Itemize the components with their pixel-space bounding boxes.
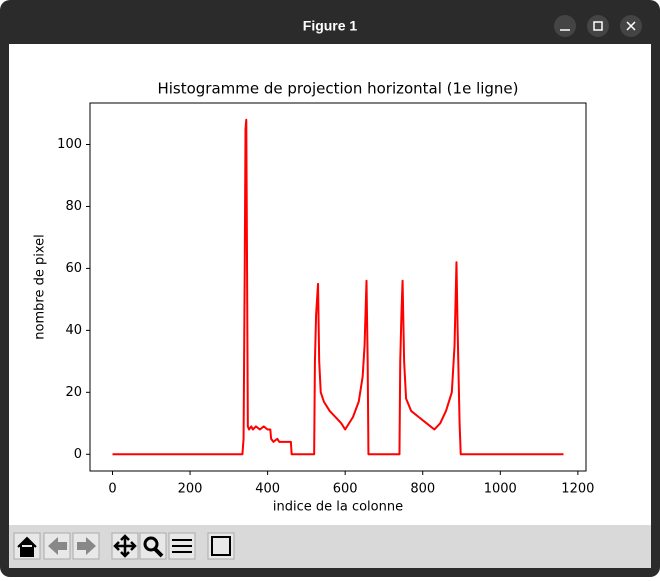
y-tick-label: 0 bbox=[74, 447, 82, 462]
close-icon bbox=[626, 21, 636, 31]
chart-title: Histogramme de projection horizontal (1e… bbox=[157, 80, 518, 98]
minimize-button[interactable] bbox=[554, 15, 576, 37]
maximize-icon bbox=[593, 21, 603, 31]
back-icon bbox=[48, 537, 67, 555]
x-tick-label: 1000 bbox=[484, 482, 517, 497]
x-tick-label: 0 bbox=[108, 482, 116, 497]
window-controls[interactable] bbox=[554, 15, 642, 37]
configure-icon bbox=[172, 539, 192, 553]
y-tick-label: 80 bbox=[65, 199, 82, 214]
x-axis-label: indice de la colonne bbox=[273, 500, 403, 515]
zoom-handle bbox=[153, 547, 164, 558]
save-icon bbox=[211, 536, 231, 556]
y-tick-label: 20 bbox=[65, 385, 82, 400]
y-tick-label: 60 bbox=[65, 261, 82, 276]
zoom-icon bbox=[143, 536, 159, 552]
window-title: Figure 1 bbox=[303, 18, 358, 34]
home-icon bbox=[17, 536, 37, 557]
plot-area bbox=[89, 102, 587, 472]
x-tick-label: 1200 bbox=[561, 482, 594, 497]
x-tick-label: 400 bbox=[255, 482, 280, 497]
x-tick-label: 800 bbox=[410, 482, 435, 497]
x-tick-label: 600 bbox=[333, 482, 358, 497]
y-axis-label: nombre de pixel bbox=[33, 234, 48, 339]
data-line bbox=[112, 118, 564, 456]
x-tick-label: 200 bbox=[178, 482, 203, 497]
y-tick-label: 40 bbox=[65, 323, 82, 338]
toolbar-buttons bbox=[13, 532, 235, 560]
y-tick-label: 100 bbox=[57, 137, 82, 152]
forward-icon bbox=[77, 537, 96, 555]
pan-icon bbox=[113, 534, 137, 558]
maximize-button[interactable] bbox=[587, 15, 609, 37]
toolbar bbox=[9, 525, 651, 568]
